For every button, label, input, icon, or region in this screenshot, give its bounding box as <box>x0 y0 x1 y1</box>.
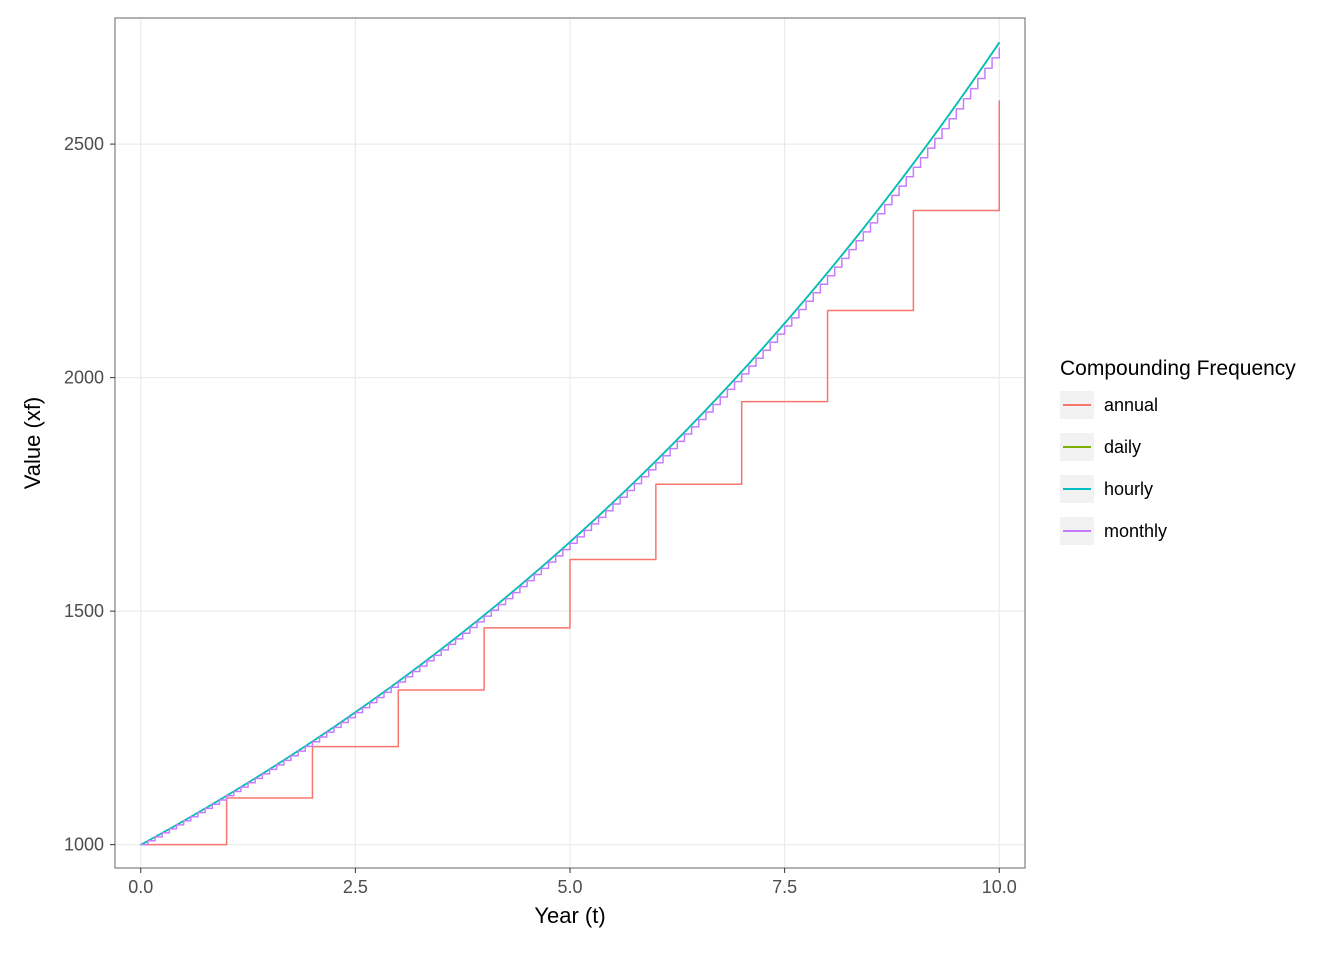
x-tick-label: 5.0 <box>557 877 582 897</box>
y-tick-label: 2000 <box>64 368 104 388</box>
legend: Compounding Frequency annual daily hourly mo… <box>1060 357 1296 545</box>
compounding-chart: 0.0 2.5 5.0 7.5 10.0 1000 1500 2000 2500 Year (t)… <box>0 0 1344 960</box>
legend-label-monthly: monthly <box>1104 521 1167 541</box>
x-tick-label: 7.5 <box>772 877 797 897</box>
y-tick-label: 1000 <box>64 835 104 855</box>
y-axis-title: Value (xf) <box>20 397 45 490</box>
x-tick-label: 2.5 <box>343 877 368 897</box>
x-axis-title: Year (t) <box>534 903 605 928</box>
x-tick-label: 0.0 <box>128 877 153 897</box>
legend-label-daily: daily <box>1104 437 1141 457</box>
legend-title: Compounding Frequency <box>1060 357 1296 380</box>
y-tick-label: 2500 <box>64 134 104 154</box>
y-tick-label: 1500 <box>64 601 104 621</box>
legend-label-hourly: hourly <box>1104 479 1153 499</box>
legend-label-annual: annual <box>1104 395 1158 415</box>
x-tick-label: 10.0 <box>982 877 1017 897</box>
